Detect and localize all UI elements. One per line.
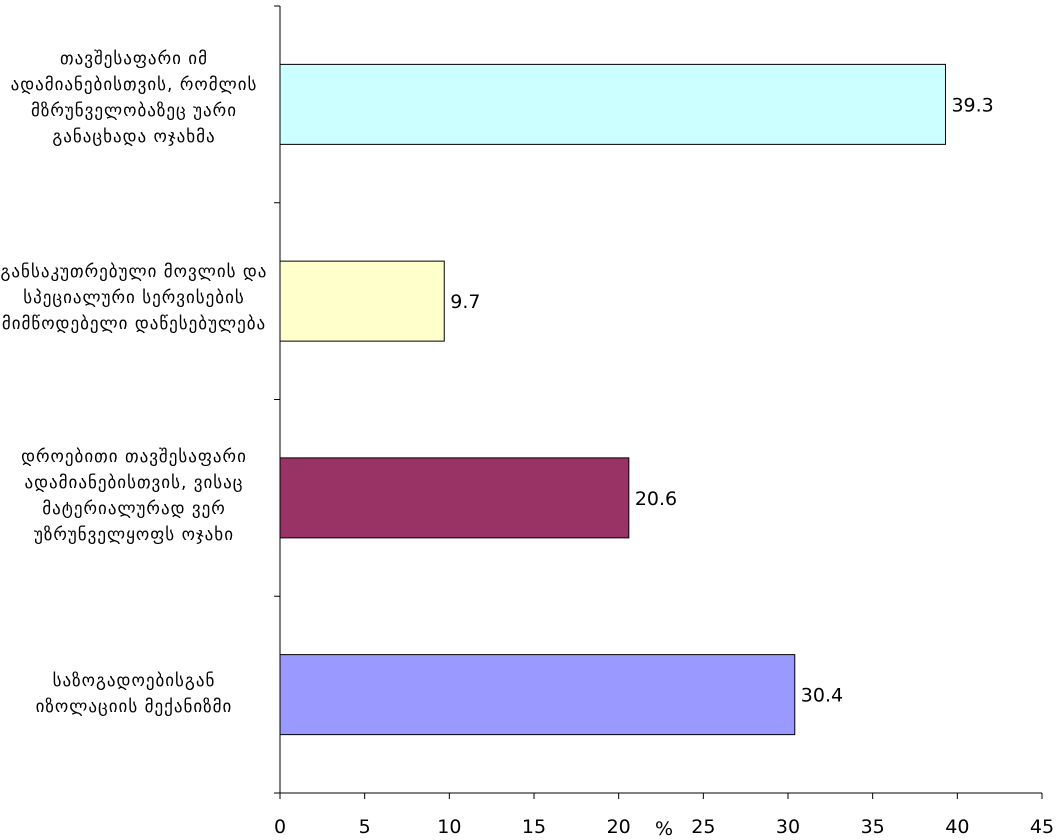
category-label: თავშესაფარი იმ ადამიანებისთვის, რომლის მ… bbox=[10, 49, 258, 147]
x-tick-label: 5 bbox=[359, 816, 371, 838]
value-label: 30.4 bbox=[801, 685, 843, 707]
value-label: 9.7 bbox=[450, 291, 480, 313]
x-tick-label: 25 bbox=[691, 816, 715, 838]
x-tick-label: 0 bbox=[274, 816, 286, 838]
value-label: 39.3 bbox=[951, 94, 993, 116]
x-tick-label: 20 bbox=[607, 816, 631, 838]
value-labels: 39.3 9.7 20.6 30.4 bbox=[450, 94, 994, 706]
bar bbox=[279, 654, 796, 736]
bar bbox=[279, 63, 946, 145]
x-tick-label: 30 bbox=[776, 816, 800, 838]
category-label: განსაკუთრებული მოვლის და სპეციალური სერვ… bbox=[0, 262, 268, 334]
x-axis-ticks: 0 5 10 15 20 25 30 35 40 45 bbox=[274, 793, 1054, 838]
value-label: 20.6 bbox=[635, 488, 677, 510]
x-tick-label: 45 bbox=[1030, 816, 1054, 838]
x-tick-label: 40 bbox=[945, 816, 969, 838]
category-label: საზოგადოებისგან იზოლაციის მექანიზმი bbox=[35, 671, 233, 717]
bar bbox=[279, 457, 630, 539]
x-axis-unit: % bbox=[655, 818, 674, 840]
chart-bars bbox=[279, 63, 946, 736]
x-tick-label: 10 bbox=[437, 816, 461, 838]
x-tick-label: 15 bbox=[522, 816, 546, 838]
category-label: დროებითი თავშესაფარი ადამიანებისთვის, ვი… bbox=[21, 447, 247, 545]
bar bbox=[279, 260, 445, 342]
x-tick-label: 35 bbox=[861, 816, 885, 838]
